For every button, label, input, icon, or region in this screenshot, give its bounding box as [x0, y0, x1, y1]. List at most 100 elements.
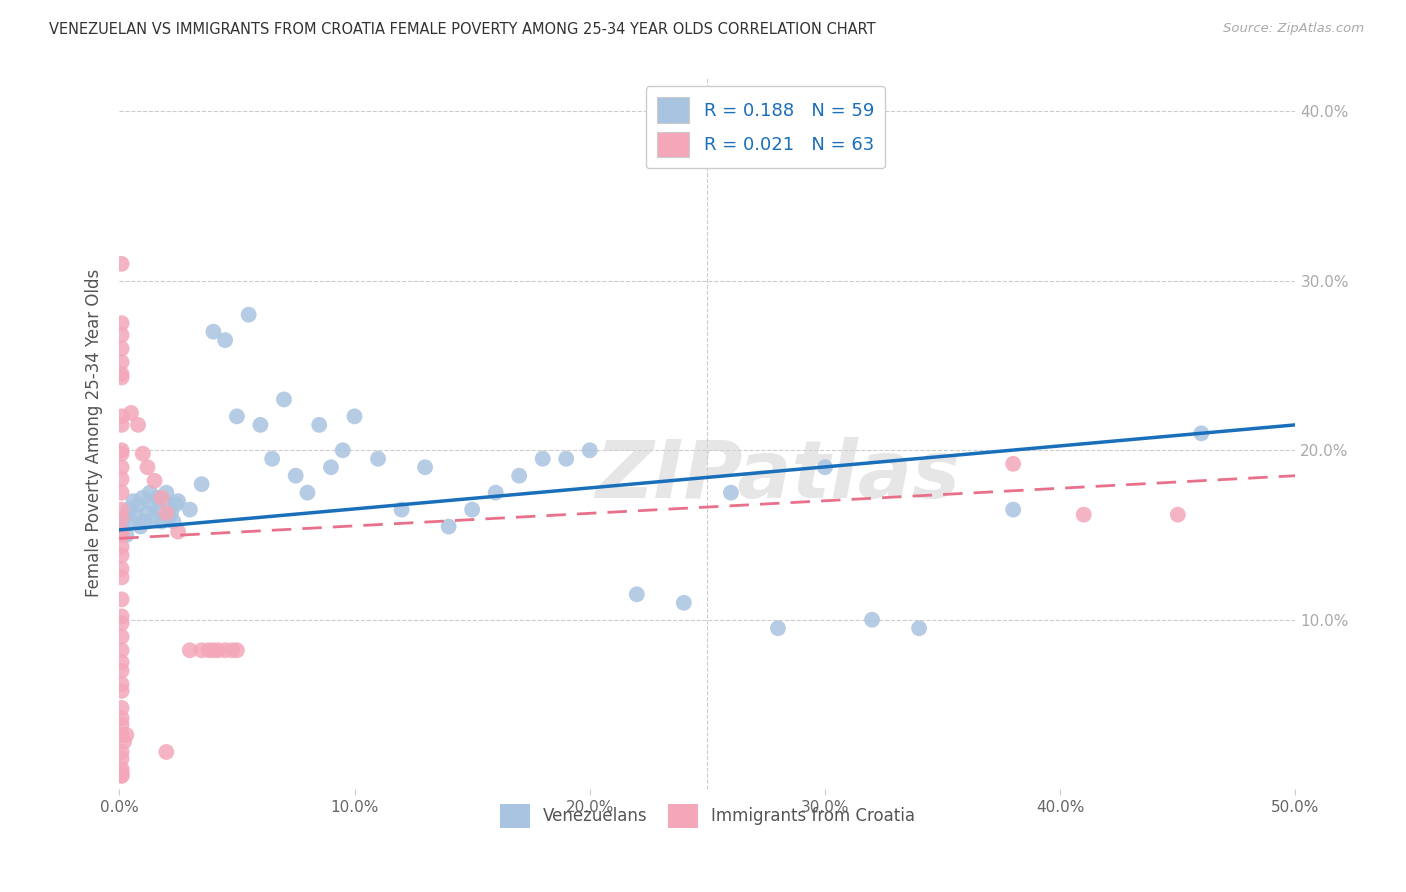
Point [155, 485, 177, 500]
Point [111, 447, 134, 461]
Point [197, 643, 219, 657]
Point [150, 515, 173, 529]
Point [132, 491, 155, 505]
Point [111, 417, 134, 432]
Point [249, 417, 271, 432]
Point [120, 406, 142, 420]
Point [860, 613, 883, 627]
Point [190, 643, 212, 657]
Point [111, 752, 134, 766]
Point [111, 728, 134, 742]
Point [111, 485, 134, 500]
Point [160, 506, 183, 520]
Point [155, 745, 177, 759]
Point [391, 502, 413, 516]
Legend: Venezuelans, Immigrants from Croatia: Venezuelans, Immigrants from Croatia [494, 797, 922, 834]
Point [214, 333, 236, 347]
Point [814, 460, 837, 475]
Point [485, 485, 508, 500]
Point [262, 451, 284, 466]
Point [129, 519, 152, 533]
Text: ZIPatlas: ZIPatlas [595, 437, 960, 515]
Point [555, 451, 578, 466]
Y-axis label: Female Poverty Among 25-34 Year Olds: Female Poverty Among 25-34 Year Olds [86, 269, 103, 598]
Point [672, 596, 695, 610]
Point [111, 502, 134, 516]
Point [111, 342, 134, 356]
Point [1002, 457, 1025, 471]
Point [214, 643, 236, 657]
Point [908, 621, 931, 635]
Point [111, 745, 134, 759]
Point [111, 765, 134, 780]
Point [111, 472, 134, 486]
Point [225, 409, 247, 424]
Point [132, 447, 155, 461]
Point [179, 502, 201, 516]
Point [157, 511, 180, 525]
Point [146, 491, 169, 505]
Point [319, 460, 342, 475]
Point [111, 762, 134, 776]
Point [508, 468, 530, 483]
Point [120, 515, 142, 529]
Point [111, 328, 134, 343]
Point [190, 477, 212, 491]
Point [626, 587, 648, 601]
Point [308, 417, 330, 432]
Point [111, 257, 134, 271]
Point [111, 524, 134, 539]
Point [332, 443, 354, 458]
Point [115, 728, 138, 742]
Point [118, 502, 141, 516]
Point [273, 392, 295, 407]
Point [136, 506, 159, 520]
Point [111, 511, 134, 525]
Point [167, 524, 190, 539]
Point [112, 735, 135, 749]
Point [437, 519, 460, 533]
Point [202, 643, 225, 657]
Point [221, 643, 243, 657]
Point [111, 540, 134, 554]
Point [111, 616, 134, 631]
Point [136, 460, 159, 475]
Point [111, 562, 134, 576]
Point [284, 468, 307, 483]
Point [150, 491, 173, 505]
Point [143, 474, 166, 488]
Point [141, 498, 163, 512]
Point [367, 451, 389, 466]
Point [578, 443, 600, 458]
Point [111, 409, 134, 424]
Point [111, 592, 134, 607]
Point [413, 460, 436, 475]
Point [1189, 426, 1212, 441]
Point [127, 498, 149, 512]
Point [207, 643, 229, 657]
Point [111, 443, 134, 458]
Point [111, 684, 134, 698]
Point [167, 494, 190, 508]
Point [179, 643, 201, 657]
Point [127, 417, 149, 432]
Point [297, 485, 319, 500]
Point [139, 485, 162, 500]
Text: VENEZUELAN VS IMMIGRANTS FROM CROATIA FEMALE POVERTY AMONG 25-34 YEAR OLDS CORRE: VENEZUELAN VS IMMIGRANTS FROM CROATIA FE… [49, 22, 876, 37]
Point [111, 519, 134, 533]
Point [111, 701, 134, 715]
Point [720, 485, 742, 500]
Point [1002, 502, 1025, 516]
Point [111, 630, 134, 644]
Point [461, 502, 484, 516]
Point [766, 621, 789, 635]
Point [111, 460, 134, 475]
Text: Source: ZipAtlas.com: Source: ZipAtlas.com [1223, 22, 1364, 36]
Point [125, 508, 148, 522]
Point [111, 528, 134, 542]
Point [111, 367, 134, 381]
Point [111, 549, 134, 563]
Point [148, 502, 170, 516]
Point [111, 609, 134, 624]
Point [1167, 508, 1189, 522]
